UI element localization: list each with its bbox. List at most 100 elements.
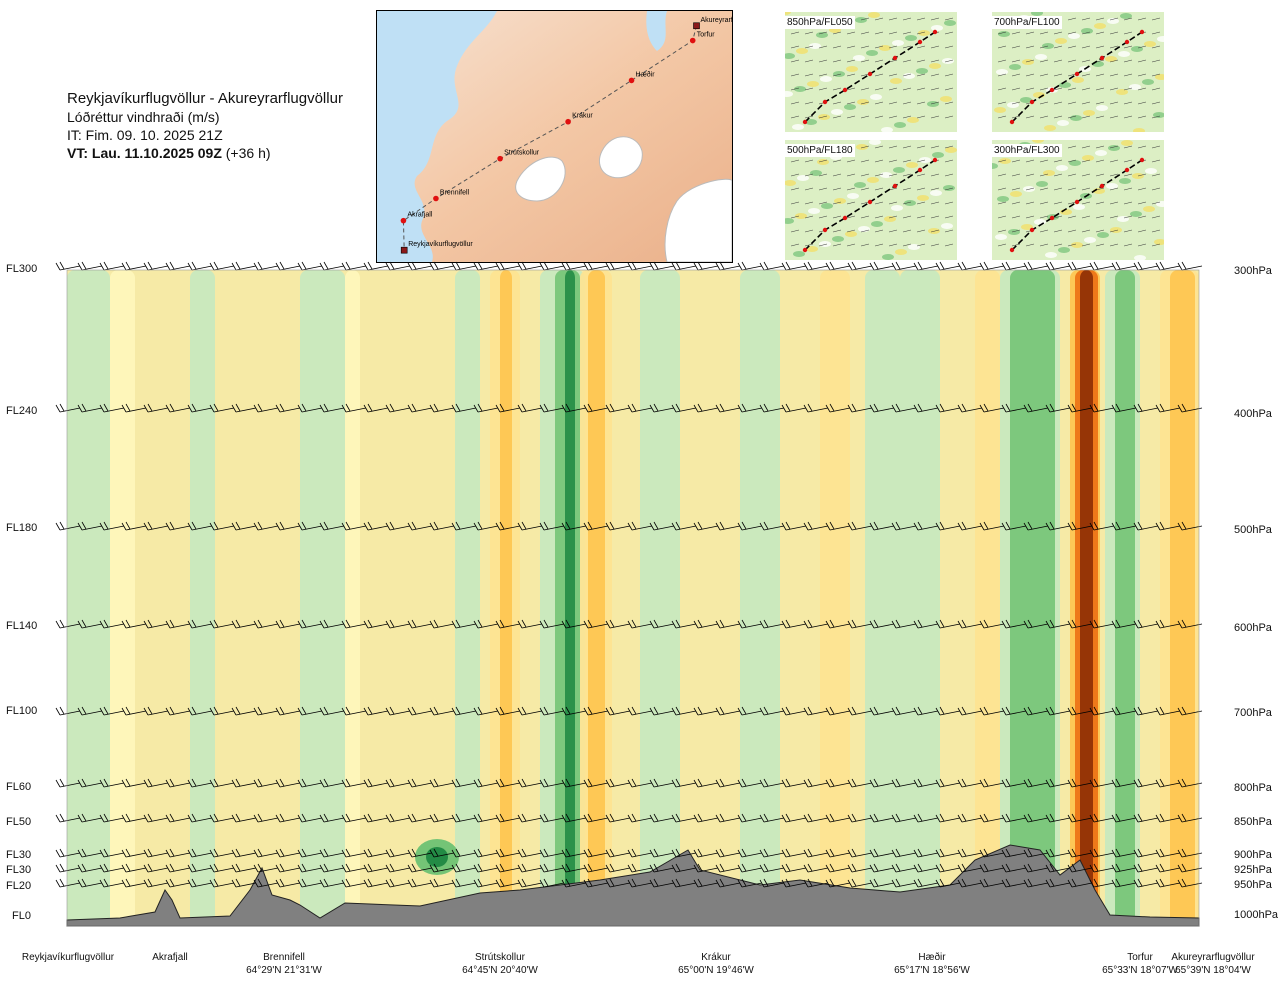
wind-barb xyxy=(363,863,389,873)
inset-barb xyxy=(1039,243,1049,247)
location-1: Akrafjall xyxy=(152,951,188,964)
inset-barb xyxy=(860,87,870,91)
inset-barb xyxy=(1137,101,1147,105)
inset-blob xyxy=(1084,237,1096,243)
wind-barb xyxy=(627,778,653,788)
wind-barb xyxy=(517,403,543,413)
inset-barb xyxy=(1137,45,1147,49)
fl-label-9: FL20 xyxy=(6,880,32,892)
inset-bg xyxy=(785,140,957,260)
wind-barb xyxy=(517,706,543,716)
velocity-band-1 xyxy=(110,270,135,926)
inset-barb xyxy=(860,215,870,219)
wind-barb xyxy=(539,403,565,413)
inset-barb xyxy=(1137,215,1147,219)
inset-barb xyxy=(944,229,954,233)
inset-850-label: 850hPa/FL050 xyxy=(785,16,855,29)
inset-barb xyxy=(874,115,884,119)
wind-barb xyxy=(1067,848,1093,858)
inset-barb xyxy=(860,45,870,49)
inset-barb xyxy=(1053,115,1063,119)
inset-barb xyxy=(1137,87,1147,91)
inset-barb xyxy=(846,87,856,91)
velocity-band-23 xyxy=(1080,270,1093,926)
wind-barb xyxy=(869,403,895,413)
inset-barb xyxy=(888,243,898,247)
wind-barb xyxy=(803,863,829,873)
wind-barb xyxy=(231,778,257,788)
wind-barb xyxy=(429,848,455,858)
inset-barb xyxy=(1053,215,1063,219)
wind-barb xyxy=(627,813,653,823)
wind-barb xyxy=(561,403,587,413)
wind-barb xyxy=(1089,778,1115,788)
map-glacier-3 xyxy=(664,178,732,262)
wind-barb xyxy=(891,521,917,531)
inset-barb xyxy=(997,187,1007,191)
inset-blob xyxy=(1142,79,1154,85)
wind-barb xyxy=(363,403,389,413)
inset-blob xyxy=(999,158,1011,164)
wind-barb xyxy=(869,863,895,873)
wind-barb xyxy=(847,521,873,531)
wind-barb xyxy=(605,403,631,413)
wind-barb xyxy=(715,403,741,413)
hpa-label-2: 500hPa xyxy=(1234,524,1272,536)
wind-barb xyxy=(913,813,939,823)
wind-barb xyxy=(473,261,499,271)
inset-barb xyxy=(804,73,814,77)
wind-barb xyxy=(649,863,675,873)
terrain-area xyxy=(66,844,1200,927)
wind-barb xyxy=(297,878,323,888)
wind-barb xyxy=(671,521,697,531)
wind-barb xyxy=(781,261,807,271)
inset-barb xyxy=(874,31,884,35)
inset-blob xyxy=(1073,204,1085,210)
inset-barb xyxy=(916,243,926,247)
inset-blob xyxy=(869,140,881,145)
map-place-label: Hæðir xyxy=(636,70,656,78)
wind-barb xyxy=(715,863,741,873)
wind-barb xyxy=(363,813,389,823)
inset-barb xyxy=(790,201,800,205)
inset-barb xyxy=(1039,115,1049,119)
inset-barb xyxy=(1039,187,1049,191)
inset-barb xyxy=(1151,45,1161,49)
inset-blob xyxy=(808,208,820,214)
inset-barb xyxy=(1095,201,1105,205)
wind-barb xyxy=(231,261,257,271)
wind-barb xyxy=(979,778,1005,788)
inset-barb xyxy=(832,187,842,191)
map-glacier-2 xyxy=(599,136,643,179)
wind-barb xyxy=(869,706,895,716)
wind-barb xyxy=(275,813,301,823)
inset-barb xyxy=(790,73,800,77)
inset-barb xyxy=(790,59,800,63)
inset-barb xyxy=(1151,187,1161,191)
wind-barb xyxy=(231,619,257,629)
inset-barb xyxy=(1123,17,1133,21)
wind-barb xyxy=(275,261,301,271)
wind-barb xyxy=(1023,403,1049,413)
wind-barb xyxy=(1133,619,1159,629)
inset-blob xyxy=(945,147,957,153)
wind-barb xyxy=(1023,706,1049,716)
wind-barb xyxy=(913,863,939,873)
inset-barb xyxy=(1123,101,1133,105)
wind-barb xyxy=(1045,813,1071,823)
inset-blob xyxy=(1083,110,1095,116)
wind-barb xyxy=(1133,878,1159,888)
inset-barb xyxy=(874,17,884,21)
inset-barb xyxy=(804,87,814,91)
wind-barb xyxy=(1045,706,1071,716)
inset-barb xyxy=(874,101,884,105)
wind-barb xyxy=(209,778,235,788)
inset-route-point xyxy=(822,99,828,105)
inset-blob xyxy=(892,40,904,46)
inset-blob xyxy=(1009,64,1021,70)
wind-barb xyxy=(583,403,609,413)
inset-barb xyxy=(997,59,1007,63)
wind-barb xyxy=(1177,619,1203,629)
wind-barb xyxy=(561,706,587,716)
wind-barb xyxy=(1089,706,1115,716)
